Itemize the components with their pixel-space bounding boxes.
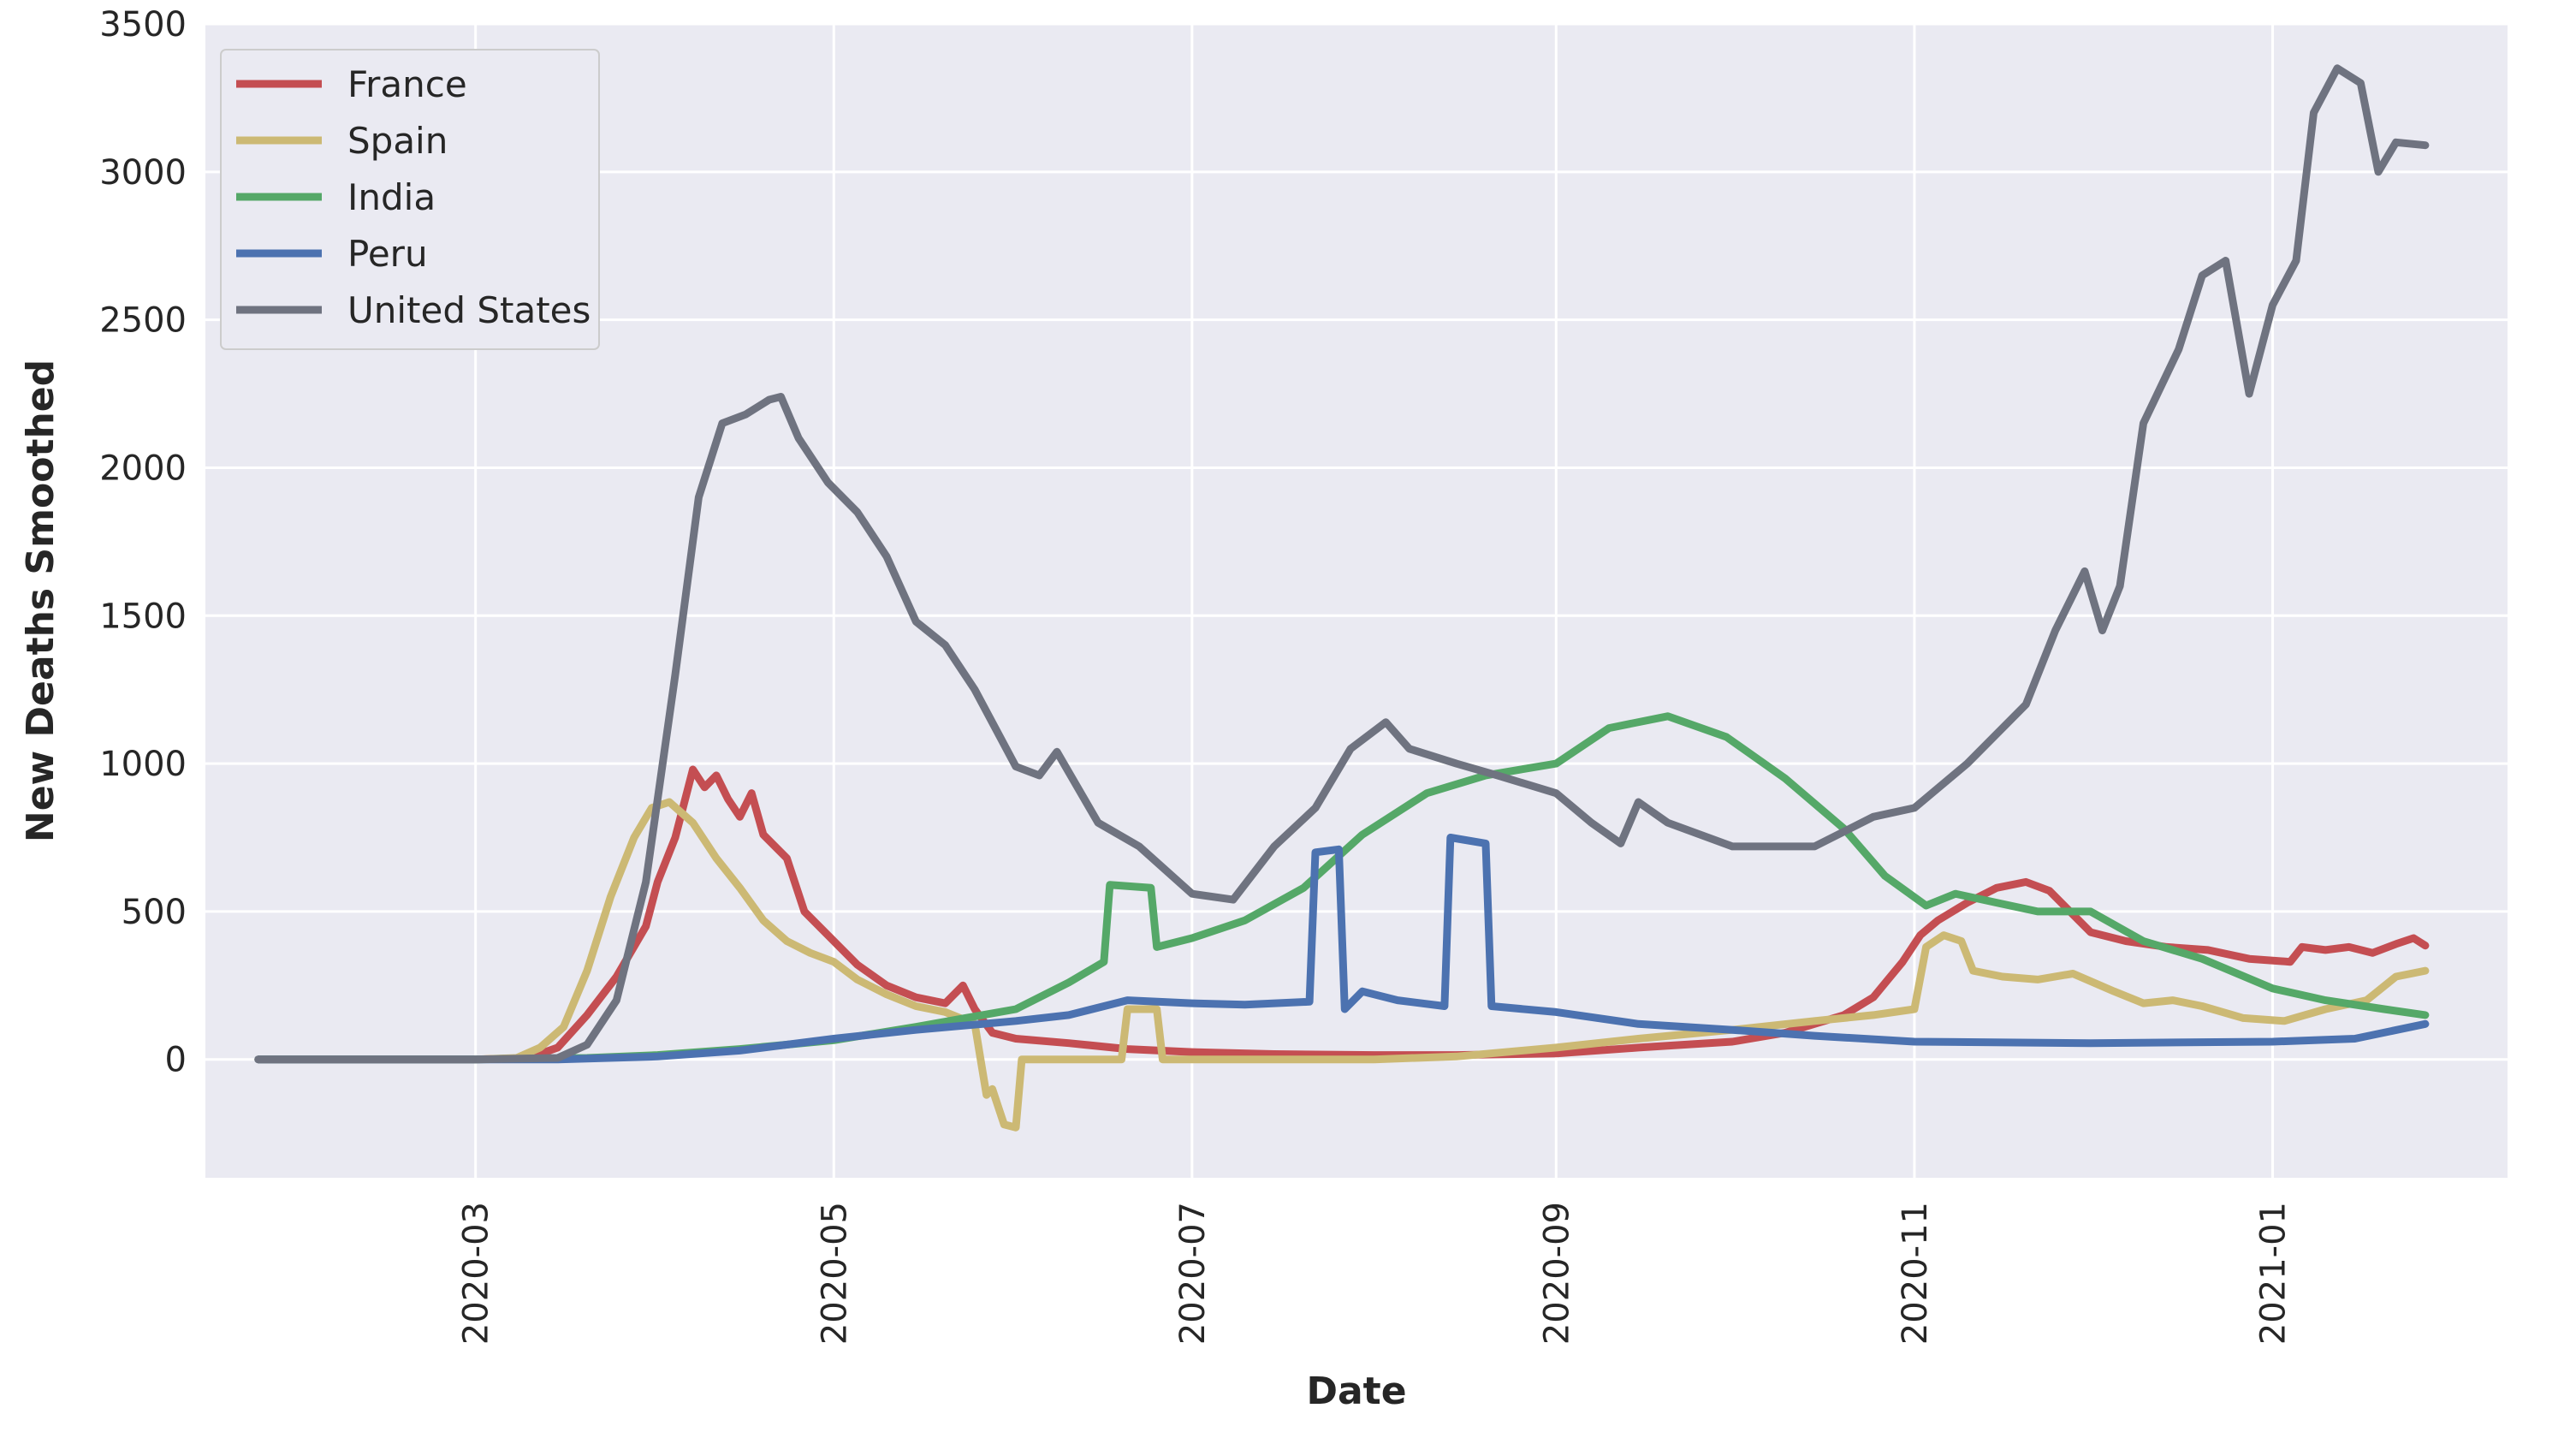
- legend-label: France: [347, 63, 467, 105]
- y-tick-label: 3000: [99, 153, 187, 193]
- y-tick-label: 1000: [99, 745, 187, 784]
- legend-label: United States: [347, 289, 591, 331]
- y-tick-label: 3500: [99, 5, 187, 45]
- x-tick-label: 2020-11: [1896, 1202, 1935, 1345]
- y-axis-label: New Deaths Smoothed: [19, 359, 62, 842]
- x-tick-label: 2020-09: [1537, 1202, 1576, 1345]
- legend: France Spain India Peru United States: [220, 49, 600, 350]
- y-tick-label: 0: [165, 1041, 187, 1080]
- y-tick-label: 1500: [99, 597, 187, 636]
- x-tick-label: 2020-05: [815, 1202, 854, 1345]
- y-tick-label: 2000: [99, 449, 187, 488]
- series-line-spain: [254, 798, 2430, 1132]
- y-tick-label: 2500: [99, 301, 187, 341]
- legend-label: Spain: [347, 120, 448, 162]
- legend-box: [220, 49, 600, 350]
- x-tick-label: 2020-03: [457, 1202, 496, 1345]
- x-tick-label: 2021-01: [2254, 1202, 2294, 1345]
- legend-label: Peru: [347, 233, 428, 275]
- legend-label: India: [347, 176, 436, 218]
- series-line-united-states: [254, 64, 2430, 1064]
- x-tick-label: 2020-07: [1173, 1202, 1213, 1345]
- x-axis-label: Date: [1306, 1370, 1406, 1413]
- x-axis-ticks: 2020-03 2020-05 2020-07 2020-09 2020-11 2021-…: [457, 1202, 2294, 1345]
- y-tick-label: 500: [122, 893, 187, 932]
- series-line-peru: [254, 834, 2430, 1064]
- series-lines: [254, 64, 2430, 1132]
- y-axis-ticks: 0 500 1000 1500 2000 2500 3000 3500: [99, 5, 187, 1080]
